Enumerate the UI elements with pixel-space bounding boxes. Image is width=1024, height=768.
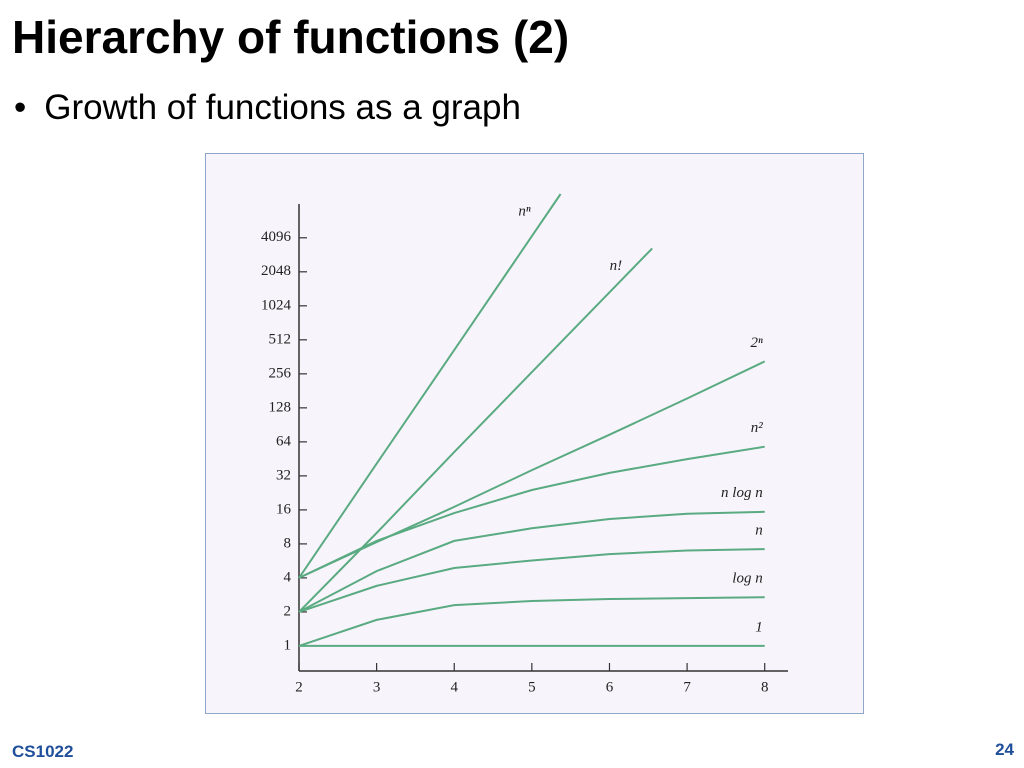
x-tick-label: 6 [606,679,614,695]
y-tick-label: 2048 [261,263,291,279]
series-line [298,445,765,579]
y-tick-label: 4 [284,569,292,585]
series-label: 1 [755,619,763,635]
footer: CS1022 [12,742,74,761]
x-tick-label: 5 [528,679,536,695]
y-tick-label: 16 [276,501,292,517]
y-tick-label: 8 [284,535,292,551]
series-line [298,548,765,613]
series-line [298,247,653,613]
y-tick-label: 256 [269,365,292,381]
y-tick-label: 64 [276,433,292,449]
x-tick-label: 2 [295,679,303,695]
bullet-text: Growth of functions as a graph [44,88,521,127]
series-line [298,596,765,647]
series-label: 2ⁿ [750,335,763,351]
y-tick-label: 4096 [261,229,292,245]
x-tick-label: 8 [761,679,769,695]
series-label: log n [732,571,762,587]
series-label: n log n [721,485,763,501]
series-label: n² [751,420,764,436]
x-tick-label: 3 [373,679,381,695]
y-tick-label: 2 [284,603,292,619]
bullet: • Growth of functions as a graph [14,88,521,127]
series-label: n! [610,258,623,274]
series-label: nⁿ [518,203,531,219]
series-line [298,360,766,579]
series-line [298,510,765,613]
y-tick-label: 32 [276,467,291,483]
y-tick-label: 1024 [261,297,292,313]
y-tick-label: 128 [269,399,292,415]
series-label: n [755,523,763,539]
y-tick-label: 512 [269,331,292,347]
x-tick-label: 4 [450,679,458,695]
series-line [298,193,562,579]
slide-title: Hierarchy of functions (2) [12,11,570,63]
x-tick-label: 7 [683,679,691,695]
page-number: 24 [995,740,1014,759]
chart: 1 2 4 8 16 32 64 128 256 512 1024 2048 4096 2 3 4 5 6 7 8 nⁿ… [205,153,864,714]
y-tick-label: 1 [284,637,292,653]
